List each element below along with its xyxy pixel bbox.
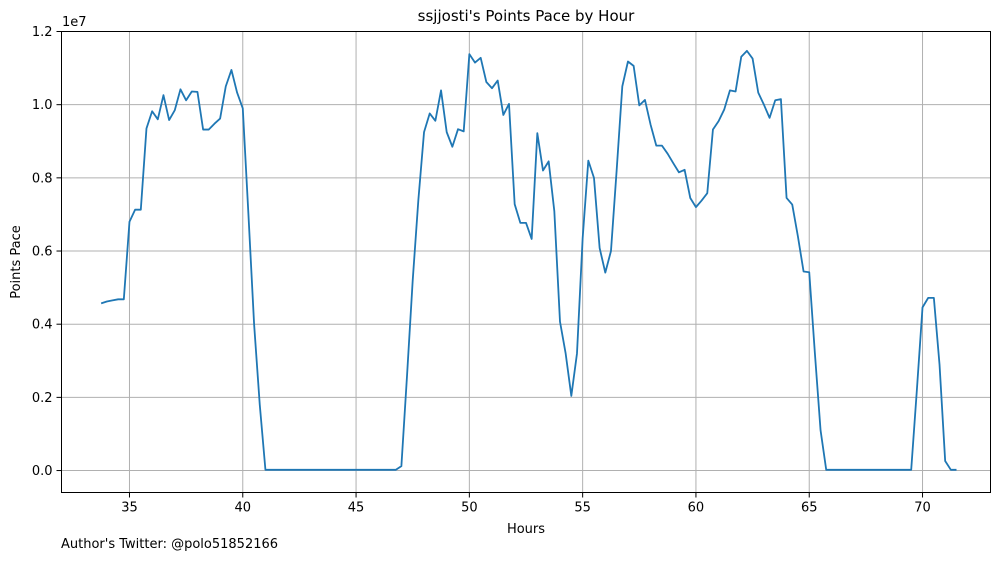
points-pace-line — [100, 49, 957, 471]
y-tick-label: 1.0 — [32, 98, 53, 113]
author-credit: Author's Twitter: @polo51852166 — [61, 537, 279, 552]
y-tick-label: 0.2 — [32, 391, 53, 406]
x-tick-label: 60 — [688, 501, 705, 516]
ticks: 35 40 45 50 55 60 65 70 0.0 0.2 0.4 0.6 0.8 1.0 1.2 — [32, 25, 931, 516]
x-tick-label: 70 — [914, 501, 931, 516]
x-axis-label: Hours — [507, 522, 545, 537]
y-tick-label: 0.6 — [32, 245, 53, 260]
series-layer — [100, 49, 957, 471]
chart-title: ssjjosti's Points Pace by Hour — [418, 7, 635, 25]
x-tick-label: 50 — [461, 501, 478, 516]
plot-frame — [61, 31, 991, 493]
y-tick-label: 1.2 — [32, 25, 53, 40]
x-tick-label: 45 — [348, 501, 365, 516]
y-tick-label: 0.0 — [32, 464, 53, 479]
y-axis-label: Points Pace — [9, 225, 24, 299]
x-tick-label: 40 — [234, 501, 251, 516]
gridlines — [61, 31, 991, 493]
y-tick-label: 0.8 — [32, 171, 53, 186]
x-tick-label: 55 — [574, 501, 591, 516]
x-tick-label: 35 — [121, 501, 138, 516]
y-tick-label: 0.4 — [32, 318, 53, 333]
x-tick-label: 65 — [801, 501, 818, 516]
y-axis-multiplier: 1e7 — [62, 15, 87, 30]
